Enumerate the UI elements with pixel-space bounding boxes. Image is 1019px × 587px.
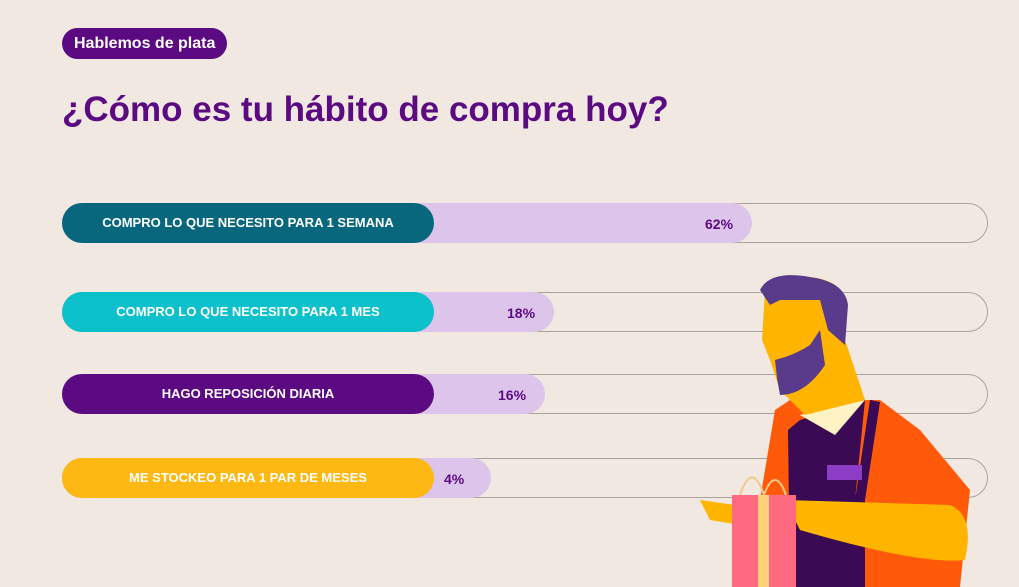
- bar-row: 18% COMPRO LO QUE NECESITO PARA 1 MES: [62, 292, 988, 332]
- shopper-illustration: [700, 275, 970, 587]
- page-title: ¿Cómo es tu hábito de compra hoy?: [62, 90, 669, 129]
- bar-value-label: 16%: [498, 387, 527, 403]
- bar-row: 16% HAGO REPOSICIÓN DIARIA: [62, 374, 988, 414]
- bar-value-label: 4%: [444, 471, 465, 487]
- bar-category-label: ME STOCKEO PARA 1 PAR DE MESES: [62, 458, 434, 498]
- bar-value-label: 18%: [507, 305, 536, 321]
- bar-value-label: 62%: [705, 216, 734, 232]
- bar-category-label: HAGO REPOSICIÓN DIARIA: [62, 374, 434, 414]
- category-badge: Hablemos de plata: [62, 28, 228, 59]
- bar-row: 4% ME STOCKEO PARA 1 PAR DE MESES: [62, 458, 988, 498]
- bar-category-label: COMPRO LO QUE NECESITO PARA 1 MES: [62, 292, 434, 332]
- bar-row: 62% COMPRO LO QUE NECESITO PARA 1 SEMANA: [62, 203, 988, 243]
- bar-category-label: COMPRO LO QUE NECESITO PARA 1 SEMANA: [62, 203, 434, 243]
